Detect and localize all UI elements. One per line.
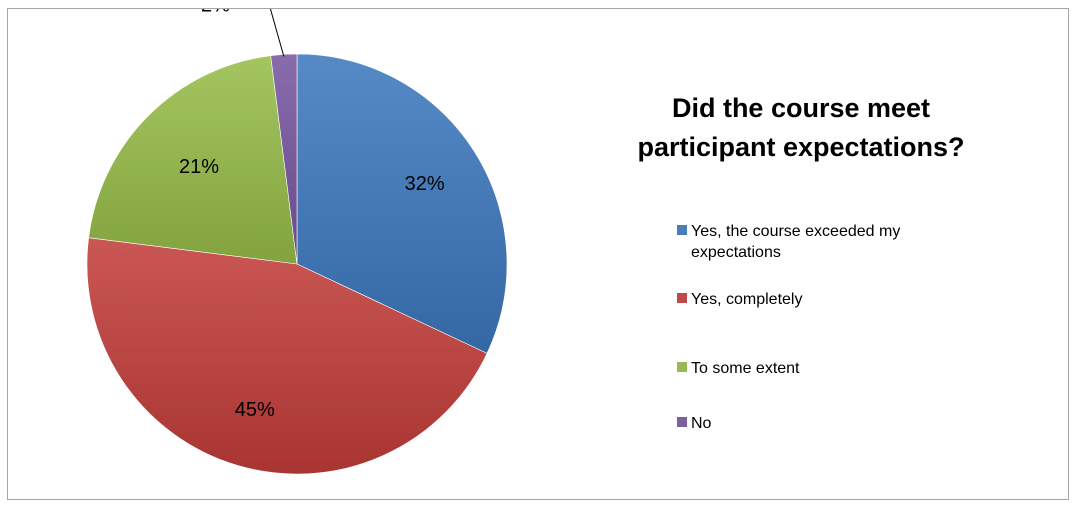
legend-swatch bbox=[677, 225, 687, 235]
leader-line bbox=[269, 9, 285, 57]
pie-chart: 32% 45% 21% 2% bbox=[86, 9, 508, 475]
pie-slice-3 bbox=[88, 55, 298, 265]
slice-label-4: 2% bbox=[201, 9, 230, 17]
legend-label: Yes, the course exceeded my expectations bbox=[691, 223, 901, 261]
pie-slice-1 bbox=[296, 53, 508, 354]
legend-swatch bbox=[677, 417, 687, 427]
legend-label: To some extent bbox=[691, 360, 800, 377]
chart-title: Did the course meet participant expectat… bbox=[637, 93, 965, 162]
legend-item-1: Yes, the course exceeded my expectations bbox=[677, 221, 991, 263]
slice-label-3: 21% bbox=[179, 156, 219, 178]
legend-item-3: To some extent bbox=[677, 358, 991, 379]
pie-slice-4 bbox=[270, 53, 298, 265]
legend-swatch bbox=[677, 293, 687, 303]
slice-label-2: 45% bbox=[235, 399, 275, 421]
legend-label: Yes, completely bbox=[691, 291, 803, 308]
legend-item-2: Yes, completely bbox=[677, 289, 991, 310]
legend-swatch bbox=[677, 362, 687, 372]
slice-label-1: 32% bbox=[405, 173, 445, 195]
chart-frame: 32% 45% 21% 2% Did the course meet particip… bbox=[7, 8, 1069, 500]
pie-slice-2 bbox=[86, 237, 488, 475]
legend-label: No bbox=[691, 415, 712, 432]
legend-item-4: No bbox=[677, 413, 991, 434]
